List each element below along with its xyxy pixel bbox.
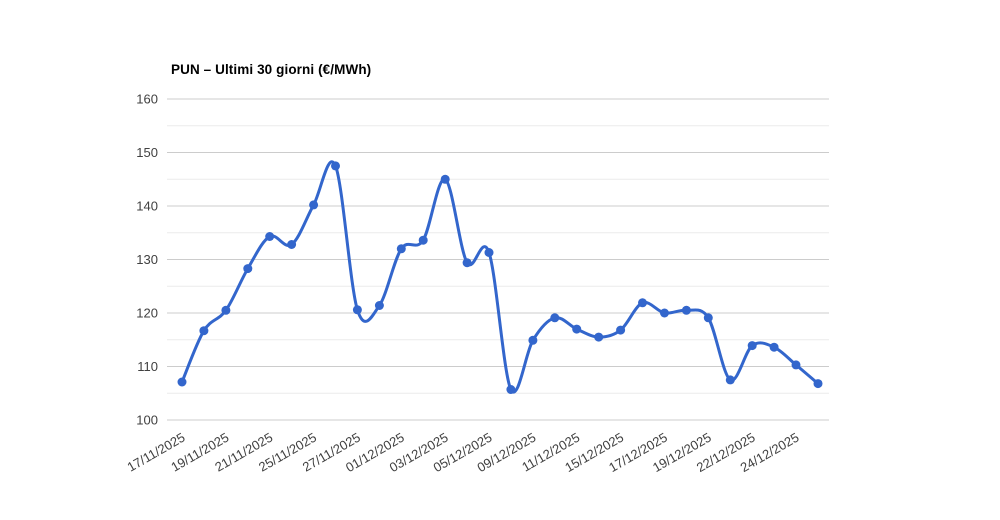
y-axis-tick-label: 130: [136, 252, 158, 267]
data-point[interactable]: [703, 313, 713, 323]
data-point[interactable]: [374, 301, 384, 310]
data-point[interactable]: [528, 335, 538, 345]
data-point[interactable]: [791, 360, 801, 370]
data-point[interactable]: [484, 248, 494, 257]
data-point[interactable]: [418, 235, 428, 245]
data-point[interactable]: [660, 308, 669, 318]
data-point[interactable]: [287, 240, 297, 249]
data-point[interactable]: [813, 379, 823, 389]
data-point[interactable]: [243, 264, 253, 274]
data-point[interactable]: [725, 375, 735, 385]
data-point[interactable]: [440, 174, 450, 184]
data-point[interactable]: [309, 200, 319, 210]
data-point[interactable]: [594, 332, 604, 342]
data-point[interactable]: [199, 326, 209, 336]
y-axis-tick-label: 160: [136, 92, 158, 107]
data-point[interactable]: [616, 325, 626, 335]
data-point[interactable]: [177, 377, 187, 387]
data-point[interactable]: [681, 305, 691, 315]
data-point[interactable]: [462, 258, 472, 268]
y-axis-tick-label: 150: [136, 145, 158, 160]
series-line: [180, 160, 820, 394]
data-point[interactable]: [550, 313, 560, 323]
data-point[interactable]: [396, 244, 406, 254]
data-point[interactable]: [638, 298, 647, 308]
y-axis-tick-label: 120: [136, 306, 158, 321]
data-point[interactable]: [572, 324, 582, 334]
data-point[interactable]: [352, 305, 362, 315]
data-point[interactable]: [769, 342, 779, 352]
y-axis-tick-label: 140: [136, 199, 158, 214]
y-axis-tick-label: 110: [137, 359, 158, 374]
data-point[interactable]: [265, 232, 275, 241]
data-point[interactable]: [506, 385, 516, 394]
data-point[interactable]: [331, 161, 340, 171]
chart-title: PUN – Ultimi 30 giorni (€/MWh): [171, 62, 372, 77]
data-point[interactable]: [747, 341, 757, 351]
data-point[interactable]: [221, 305, 231, 315]
y-axis-tick-label: 100: [136, 413, 158, 428]
